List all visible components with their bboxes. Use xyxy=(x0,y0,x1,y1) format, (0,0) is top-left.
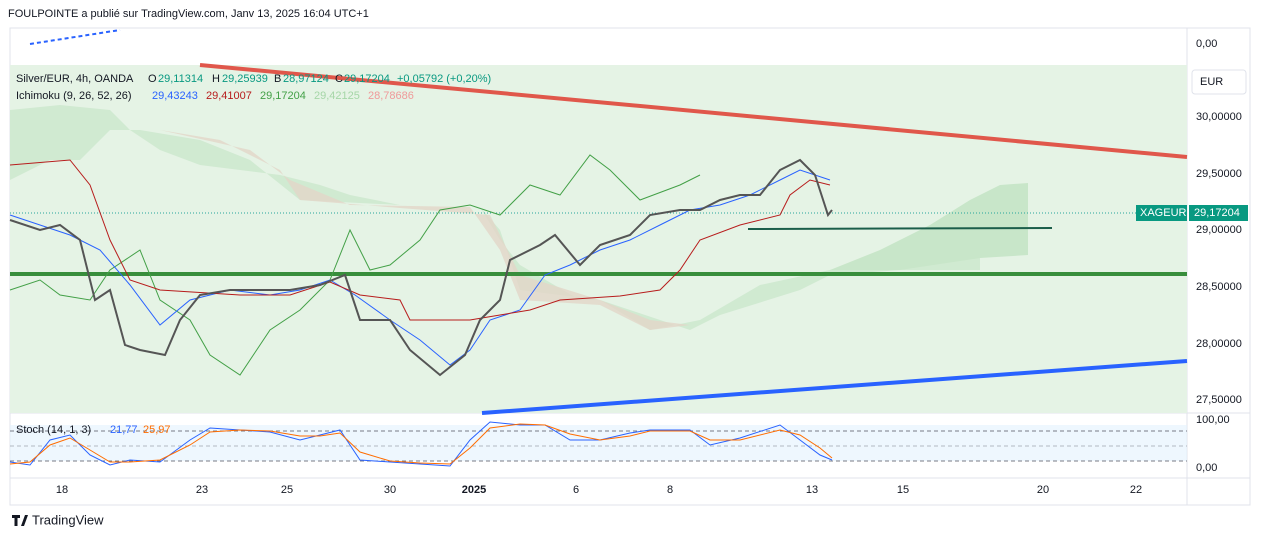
c-value: 29,17204 xyxy=(344,73,390,85)
support-trendline xyxy=(481,359,1188,415)
stoch-name: Stoch (14, 1, 3) xyxy=(16,424,91,436)
span-b-value: 28,78686 xyxy=(368,90,414,102)
badge-symbol: XAGEUR xyxy=(1140,207,1187,219)
ichimoku-name: Ichimoku (9, 26, 52, 26) xyxy=(16,90,132,102)
stoch-tick-label: 100,00 xyxy=(1196,414,1230,426)
price-tick-label: 29,00000 xyxy=(1196,224,1242,236)
kijun-value: 29,41007 xyxy=(206,90,252,102)
ichimoku-cloud-future xyxy=(830,183,1028,270)
date-label: 22 xyxy=(1130,484,1142,496)
trendline-ext xyxy=(29,29,121,45)
horizontal-segment xyxy=(747,227,1053,230)
symbol: Silver/EUR, 4h, OANDA xyxy=(16,73,134,85)
date-label: 15 xyxy=(897,484,909,496)
price-path xyxy=(9,158,833,377)
date-label: 8 xyxy=(667,484,673,496)
date-label: 30 xyxy=(384,484,396,496)
chikou-span xyxy=(9,154,701,376)
logo xyxy=(12,515,28,526)
date-label: 6 xyxy=(573,484,579,496)
header-title: FOULPOINTE a publié sur TradingView.com,… xyxy=(8,8,369,20)
o-value: 29,11314 xyxy=(158,73,203,85)
price-tick-label: 28,00000 xyxy=(1196,338,1242,350)
date-label: 20 xyxy=(1037,484,1049,496)
b-value: 28,97124 xyxy=(283,73,329,85)
legend: Silver/EUR, 4h, OANDA O 29,11314 H 29,25… xyxy=(16,73,491,436)
stoch-d-value: 25,97 xyxy=(143,424,171,436)
change: +0,05792 (+0,20%) xyxy=(397,73,491,85)
badge-symbol-bg xyxy=(1136,205,1187,221)
price-tick-label: 27,50000 xyxy=(1196,394,1242,406)
o-label: O xyxy=(148,73,157,85)
h-label: H xyxy=(212,73,220,85)
chikou-value: 29,17204 xyxy=(260,90,306,102)
c-label: C xyxy=(335,73,343,85)
ichimoku-cloud xyxy=(10,105,980,330)
kijun-sen xyxy=(9,159,831,321)
currency-box[interactable] xyxy=(1191,69,1247,95)
date-label: 18 xyxy=(56,484,68,496)
price-tick-label: 28,50000 xyxy=(1196,281,1242,293)
logo-mark xyxy=(12,515,28,526)
resistance-trendline xyxy=(199,63,1188,159)
footer-brand: TradingView xyxy=(32,512,104,527)
top-label: 0,00 xyxy=(1196,38,1217,50)
date-label: 13 xyxy=(806,484,818,496)
badge-price: 29,17204 xyxy=(1194,207,1240,219)
currency[interactable]: EUR xyxy=(1200,76,1223,88)
stoch-d xyxy=(9,423,833,465)
stoch-tick-label: 0,00 xyxy=(1196,462,1217,474)
tenkan-value: 29,43243 xyxy=(152,90,198,102)
badge-price-bg xyxy=(1189,205,1248,221)
date-label: 23 xyxy=(196,484,208,496)
h-value: 29,25939 xyxy=(222,73,268,85)
stoch-k-value: 21,77 xyxy=(110,424,138,436)
price-tick-label: 29,50000 xyxy=(1196,168,1242,180)
b-label: B xyxy=(274,73,281,85)
date-label: 25 xyxy=(281,484,293,496)
date-label: 2025 xyxy=(462,484,486,496)
price-tick-label: 30,00000 xyxy=(1196,111,1242,123)
tenkan-sen xyxy=(9,169,831,366)
span-a-value: 29,42125 xyxy=(314,90,360,102)
